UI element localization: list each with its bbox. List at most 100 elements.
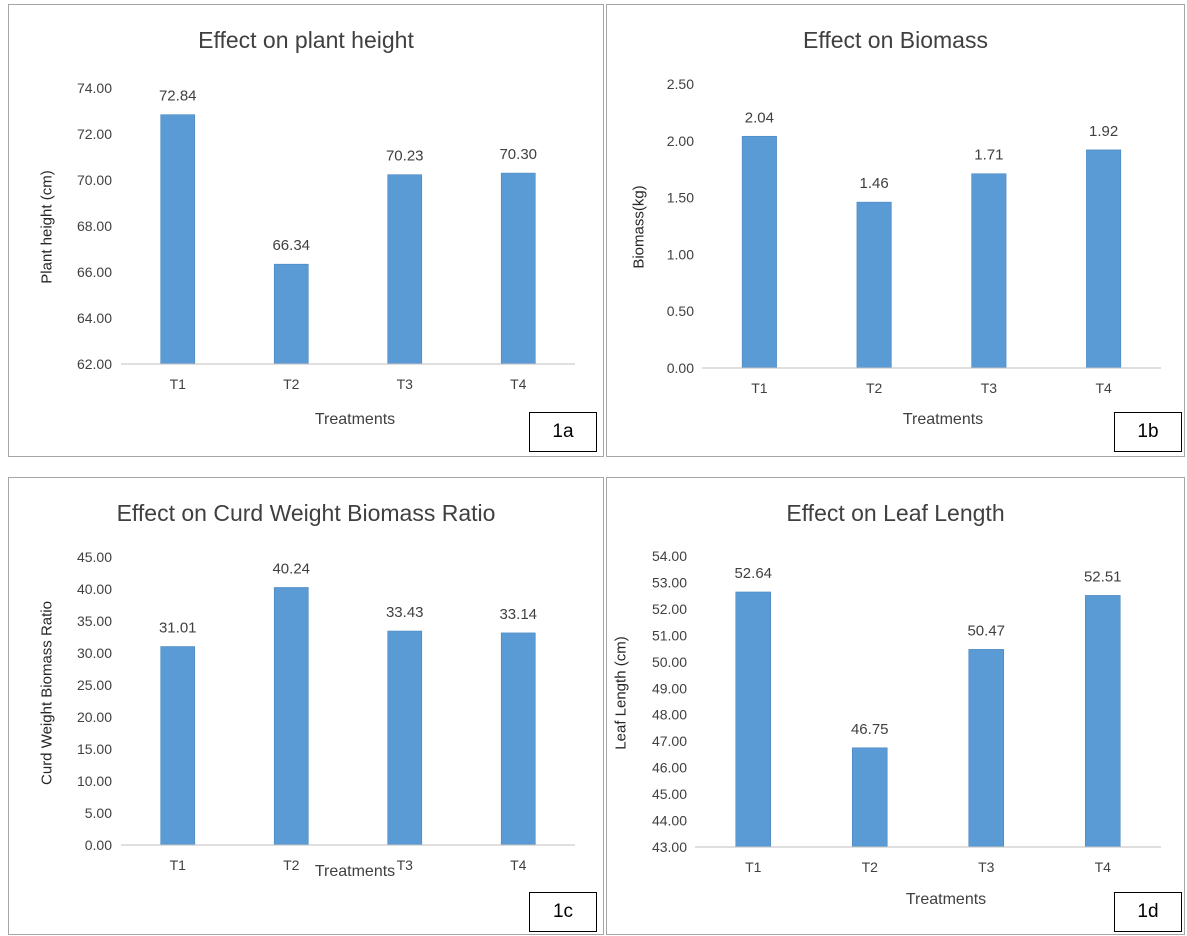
data-label: 52.51 [1084, 568, 1122, 585]
bar-t4 [500, 632, 536, 846]
bar-t1 [160, 646, 196, 846]
y-tick-label: 46.00 [652, 760, 687, 776]
bar-t2 [273, 587, 309, 846]
panel-label: 1c [529, 892, 597, 932]
y-axis-label: Leaf Length (cm) [612, 636, 630, 750]
y-tick-label: 74.00 [77, 80, 112, 96]
bar-t2 [273, 263, 309, 365]
x-tick-label: T1 [745, 859, 762, 875]
bar-chart-plant-height: 62.00 64.00 66.00 68.00 70.00 72.00 74.00 72.84… [77, 80, 575, 392]
bar-t4 [500, 172, 536, 365]
y-tick-label: 64.00 [77, 310, 112, 326]
y-tick-label: 70.00 [77, 172, 112, 188]
bar-t3 [968, 649, 1005, 848]
x-axis-label: Treatments [902, 411, 984, 428]
bar-t3 [387, 174, 423, 365]
data-label: 33.43 [386, 604, 424, 621]
bar-t3 [971, 173, 1007, 369]
y-tick-label: 54.00 [652, 548, 687, 564]
y-tick-label: 5.00 [85, 805, 112, 821]
y-tick-label: 50.00 [652, 654, 687, 670]
y-tick-label: 40.00 [77, 581, 112, 597]
x-tick-label: T3 [397, 857, 414, 873]
x-tick-label: T1 [751, 380, 768, 396]
y-tick-label: 43.00 [652, 839, 687, 855]
bar-t3 [387, 630, 423, 846]
y-tick-label: 44.00 [652, 813, 687, 829]
y-tick-label: 68.00 [77, 218, 112, 234]
bar-t1 [741, 135, 777, 369]
data-label: 66.34 [272, 237, 310, 254]
x-tick-label: T2 [283, 376, 300, 392]
x-tick-label: T4 [510, 376, 527, 392]
x-tick-label: T1 [170, 376, 187, 392]
y-tick-label: 0.50 [667, 303, 694, 319]
y-tick-label: 35.00 [77, 613, 112, 629]
chart-panel-leaf-length: Effect on Leaf Length 43.00 44.00 45.00 46.… [606, 477, 1185, 935]
y-tick-label: 45.00 [652, 786, 687, 802]
y-tick-label: 62.00 [77, 356, 112, 372]
y-tick-label: 49.00 [652, 680, 687, 696]
y-tick-label: 10.00 [77, 773, 112, 789]
data-label: 2.04 [745, 109, 774, 126]
data-label: 1.92 [1089, 123, 1118, 140]
y-tick-label: 66.00 [77, 264, 112, 280]
panel-label: 1d [1114, 892, 1182, 932]
y-tick-label: 45.00 [77, 549, 112, 565]
x-axis-label: Treatments [905, 891, 987, 908]
x-tick-label: T3 [978, 859, 995, 875]
y-tick-label: 25.00 [77, 677, 112, 693]
data-label: 52.64 [734, 565, 772, 582]
bar-t2 [851, 747, 888, 848]
y-tick-label: 52.00 [652, 601, 687, 617]
data-label: 1.71 [974, 147, 1003, 164]
y-tick-label: 2.50 [667, 76, 694, 92]
chart-title: Effect on Curd Weight Biomass Ratio [116, 500, 496, 526]
chart-title: Effect on plant height [198, 27, 414, 53]
panel-label: 1b [1114, 412, 1182, 452]
y-axis-label: Biomass(kg) [630, 185, 648, 269]
chart-panel-biomass: Effect on Biomass 0.00 0.50 1.00 1.50 2.00 2.… [606, 4, 1185, 457]
bar-t1 [735, 591, 772, 848]
y-tick-label: 51.00 [652, 627, 687, 643]
data-label: 40.24 [272, 560, 310, 577]
x-tick-label: T4 [1095, 859, 1112, 875]
y-axis-label: Plant height (cm) [38, 170, 56, 284]
chart-panel-curd-weight-ratio: Effect on Curd Weight Biomass Ratio 0.00… [8, 477, 604, 935]
x-tick-label: T3 [981, 380, 998, 396]
data-label: 1.46 [860, 175, 889, 192]
x-tick-label: T1 [170, 857, 187, 873]
bar-chart-leaf-length: 43.00 44.00 45.00 46.00 47.00 48.00 49.00 50.00… [652, 548, 1161, 875]
data-label: 70.23 [386, 148, 424, 165]
bar-t4 [1084, 595, 1121, 848]
chart-panel-plant-height: Effect on plant height 62.00 64.00 66.00 68… [8, 4, 604, 457]
y-tick-label: 20.00 [77, 709, 112, 725]
y-tick-label: 0.00 [85, 837, 112, 853]
y-tick-label: 48.00 [652, 707, 687, 723]
y-tick-label: 1.00 [667, 246, 694, 262]
y-tick-label: 0.00 [667, 360, 694, 376]
bar-t2 [856, 201, 892, 369]
y-tick-label: 15.00 [77, 741, 112, 757]
x-tick-label: T4 [1095, 380, 1112, 396]
y-tick-label: 1.50 [667, 190, 694, 206]
chart-title: Effect on Leaf Length [786, 500, 1005, 526]
bar-chart-curd-weight-ratio: 0.00 5.00 10.00 15.00 20.00 25.00 30.00 35.00 40… [77, 549, 575, 873]
y-tick-label: 47.00 [652, 733, 687, 749]
x-tick-label: T2 [862, 859, 879, 875]
x-tick-label: T4 [510, 857, 527, 873]
y-axis-label: Curd Weight Biomass Ratio [38, 601, 56, 785]
x-axis-label: Treatments [314, 863, 396, 880]
data-label: 72.84 [159, 88, 197, 105]
y-tick-label: 53.00 [652, 574, 687, 590]
chart-title: Effect on Biomass [803, 27, 988, 53]
x-tick-label: T3 [397, 376, 414, 392]
panel-label: 1a [529, 412, 597, 452]
data-label: 31.01 [159, 620, 197, 637]
y-tick-label: 30.00 [77, 645, 112, 661]
data-label: 46.75 [851, 721, 889, 738]
data-label: 50.47 [967, 622, 1005, 639]
y-tick-label: 72.00 [77, 126, 112, 142]
y-tick-label: 2.00 [667, 133, 694, 149]
x-tick-label: T2 [866, 380, 883, 396]
